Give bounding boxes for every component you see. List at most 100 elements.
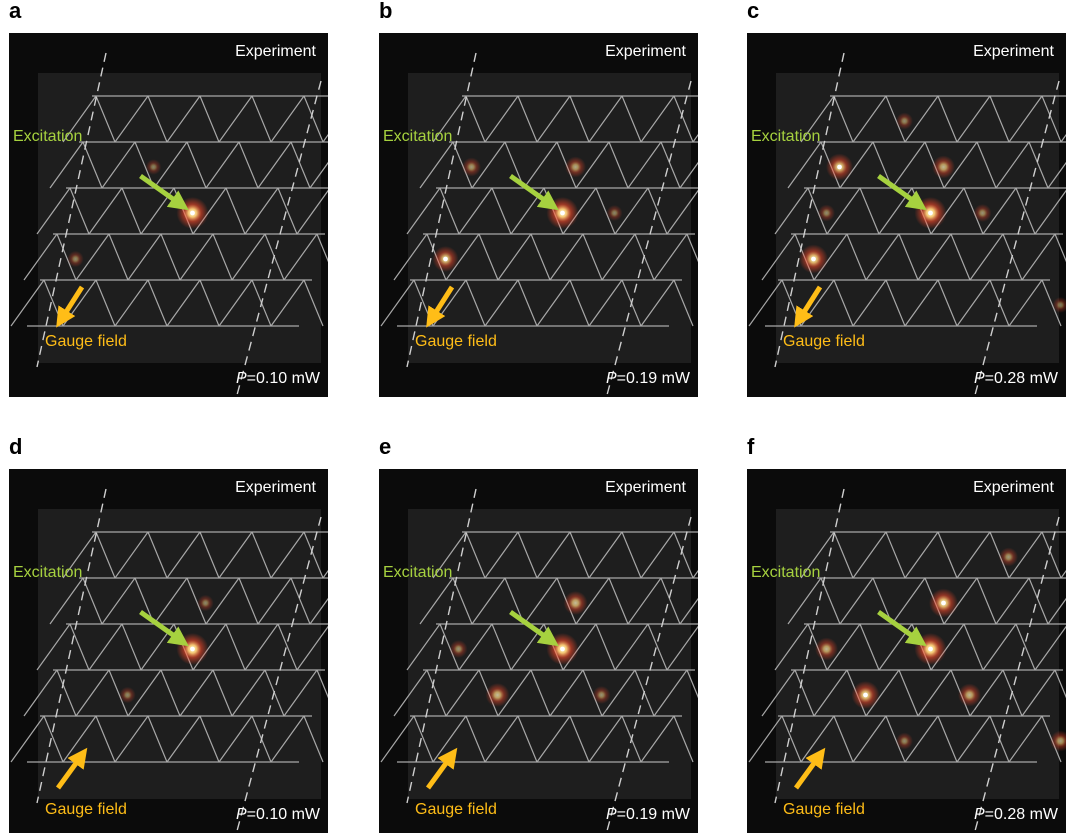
light-spot-core <box>560 210 565 216</box>
panel-letter: b <box>379 0 393 23</box>
lattice-edge <box>270 95 305 143</box>
lattice-edge <box>627 577 662 625</box>
lattice-edge <box>846 233 867 281</box>
lattice-edge <box>484 531 519 579</box>
lattice-edge <box>75 669 110 717</box>
lattice-edge <box>114 531 149 579</box>
lattice-edge <box>1021 233 1056 281</box>
left-boundary-line <box>36 488 107 804</box>
lattice-edge <box>852 95 887 143</box>
lattice-edge <box>1060 134 1066 143</box>
lattice-edge <box>406 187 441 235</box>
lattice-edge <box>1008 279 1043 327</box>
lattice-edge <box>1015 187 1036 235</box>
lattice-edge <box>647 623 668 671</box>
lattice-edge <box>56 233 77 281</box>
gauge-field-arrow <box>794 285 823 328</box>
light-spot <box>818 204 835 222</box>
lattice-edge <box>575 141 610 189</box>
lattice-boundary <box>406 488 692 832</box>
light-spot-core <box>811 256 816 262</box>
triangular-lattice <box>380 95 698 327</box>
lattice-edge <box>445 233 480 281</box>
lattice-boundary <box>406 52 692 396</box>
lattice-edge <box>517 715 538 763</box>
lattice-edge <box>917 669 952 717</box>
power-symbol: P <box>605 806 617 823</box>
gauge-field-label: Gauge field <box>415 801 497 818</box>
lattice-edge <box>989 95 1010 143</box>
lattice-edge <box>673 715 694 763</box>
lattice-edge <box>465 95 486 143</box>
power-symbol: P <box>973 370 985 387</box>
light-spot-core <box>928 210 933 216</box>
lattice-edge <box>251 95 272 143</box>
lattice-edge <box>491 187 512 235</box>
power-symbol: P <box>235 370 247 387</box>
lattice-edge <box>251 531 272 579</box>
lattice-edge <box>943 141 978 189</box>
lattice-edge <box>787 141 822 189</box>
power-symbol: P <box>235 806 247 823</box>
lattice-edge <box>588 531 623 579</box>
lattice-edge <box>108 233 129 281</box>
light-spot <box>145 159 162 175</box>
lattice-edge <box>1008 715 1043 763</box>
lattice-edge <box>88 187 123 235</box>
lattice-edge <box>75 233 110 281</box>
lattice-edge <box>569 279 590 327</box>
excitation-label: Excitation <box>383 128 453 145</box>
lattice-edge <box>283 669 318 717</box>
light-spot-core <box>443 256 448 262</box>
lattice-edge <box>982 623 1017 671</box>
light-spot <box>958 683 981 707</box>
power-value: =0.28 mW <box>984 806 1058 823</box>
lattice-edge <box>199 531 220 579</box>
lattice-edge <box>898 669 919 717</box>
lattice-edge <box>807 187 828 235</box>
power-label: P=0.10 mW <box>236 806 320 824</box>
excitation-arrow <box>139 173 189 211</box>
light-spot <box>565 156 586 178</box>
lattice-edge <box>283 233 318 281</box>
lattice-edge <box>82 577 103 625</box>
lattice-edge <box>238 577 259 625</box>
lattice-edge <box>826 187 861 235</box>
lattice-edge <box>852 531 887 579</box>
lattice-edge <box>891 141 926 189</box>
lattice-edge <box>601 233 636 281</box>
lattice-edge <box>303 95 324 143</box>
lattice-edge <box>432 531 467 579</box>
lattice-edge <box>859 623 880 671</box>
lattice-edge <box>218 715 253 763</box>
lattice-edge <box>458 623 493 671</box>
lattice-edge <box>244 187 279 235</box>
lattice-edge <box>787 577 822 625</box>
lattice-edge <box>296 625 328 671</box>
right-boundary-line <box>236 516 322 832</box>
lattice-edge <box>621 95 642 143</box>
lattice-edge <box>774 623 809 671</box>
gauge-field-label: Gauge field <box>45 801 127 818</box>
light-spot <box>1052 297 1066 313</box>
lattice-edge <box>686 669 698 699</box>
lattice-edge <box>1047 597 1066 625</box>
lattice-edge <box>231 233 266 281</box>
lattice-edge <box>471 141 506 189</box>
lattice-edge <box>575 577 610 625</box>
lattice-edge <box>257 141 292 189</box>
lattice-edge <box>147 531 168 579</box>
excitation-arrow <box>877 173 927 211</box>
lattice-edge <box>484 715 519 763</box>
lattice-edge <box>36 187 71 235</box>
experiment-image: Experiment P=0.10 mW Excitation Gauge field <box>9 33 328 397</box>
lattice-boundary <box>774 488 1060 832</box>
lattice-edge <box>296 189 328 235</box>
lattice-edge <box>121 187 142 235</box>
right-boundary-line <box>606 80 692 396</box>
experiment-label: Experiment <box>605 479 686 496</box>
excitation-label: Excitation <box>13 128 83 145</box>
lattice-edge <box>10 715 45 763</box>
lattice-plot <box>10 488 328 832</box>
left-boundary-line <box>36 52 107 368</box>
